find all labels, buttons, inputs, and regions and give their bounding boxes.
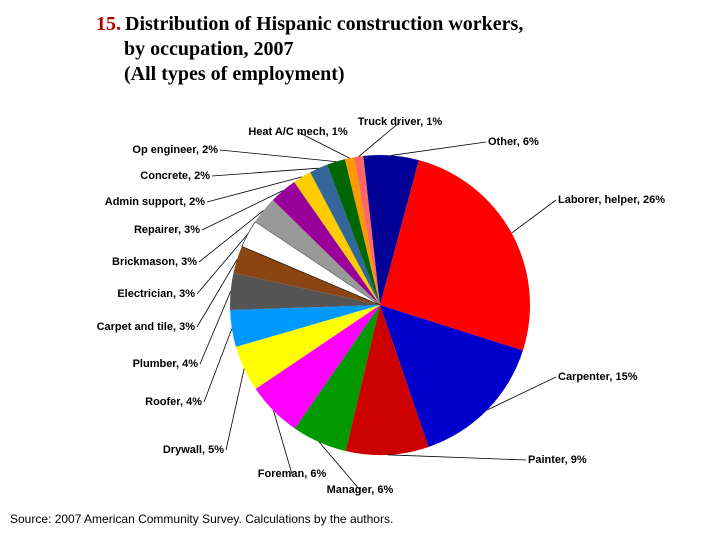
slice-label: Other, 6% — [488, 136, 539, 148]
slice-label: Carpet and tile, 3% — [97, 321, 196, 333]
slice-label: Carpenter, 15% — [558, 371, 638, 383]
slice-label: Concrete, 2% — [140, 170, 210, 182]
source-line: Source: 2007 American Community Survey. … — [10, 512, 393, 526]
slice-label: Plumber, 4% — [133, 358, 199, 370]
slice-label: Op engineer, 2% — [132, 144, 218, 156]
leader-line — [512, 200, 556, 233]
chart-title: 15. Distribution of Hispanic constructio… — [96, 12, 656, 87]
slice-label: Heat A/C mech, 1% — [248, 126, 347, 138]
title-line2: by occupation, 2007 — [124, 38, 293, 60]
leader-line — [220, 150, 336, 162]
leader-line — [204, 329, 232, 402]
slice-label: Roofer, 4% — [145, 396, 202, 408]
leader-line — [200, 291, 231, 364]
title-line1: Distribution of Hispanic construction wo… — [125, 13, 523, 35]
title-number: 15. — [96, 13, 121, 35]
slice-label: Truck driver, 1% — [358, 116, 443, 128]
pie-svg: Laborer, helper, 26% Carpenter, 15% Painte… — [60, 105, 680, 495]
slice-label: Repairer, 3% — [134, 224, 200, 236]
slice-label: Foreman, 6% — [258, 468, 327, 480]
leader-line — [226, 369, 244, 450]
slice-label: Laborer, helper, 26% — [558, 194, 665, 206]
leader-line — [391, 142, 486, 155]
slice-label: Brickmason, 3% — [112, 256, 197, 268]
title-line3: (All types of employment) — [124, 63, 345, 85]
slice-label: Electrician, 3% — [117, 288, 195, 300]
slice-label: Manager, 6% — [327, 484, 394, 496]
slice-label: Painter, 9% — [528, 454, 587, 466]
pie-chart: Laborer, helper, 26% Carpenter, 15% Painte… — [60, 105, 680, 495]
leader-line — [387, 455, 526, 460]
slice-label: Admin support, 2% — [105, 196, 205, 208]
leader-line — [212, 168, 318, 176]
slice-label: Drywall, 5% — [163, 444, 224, 456]
